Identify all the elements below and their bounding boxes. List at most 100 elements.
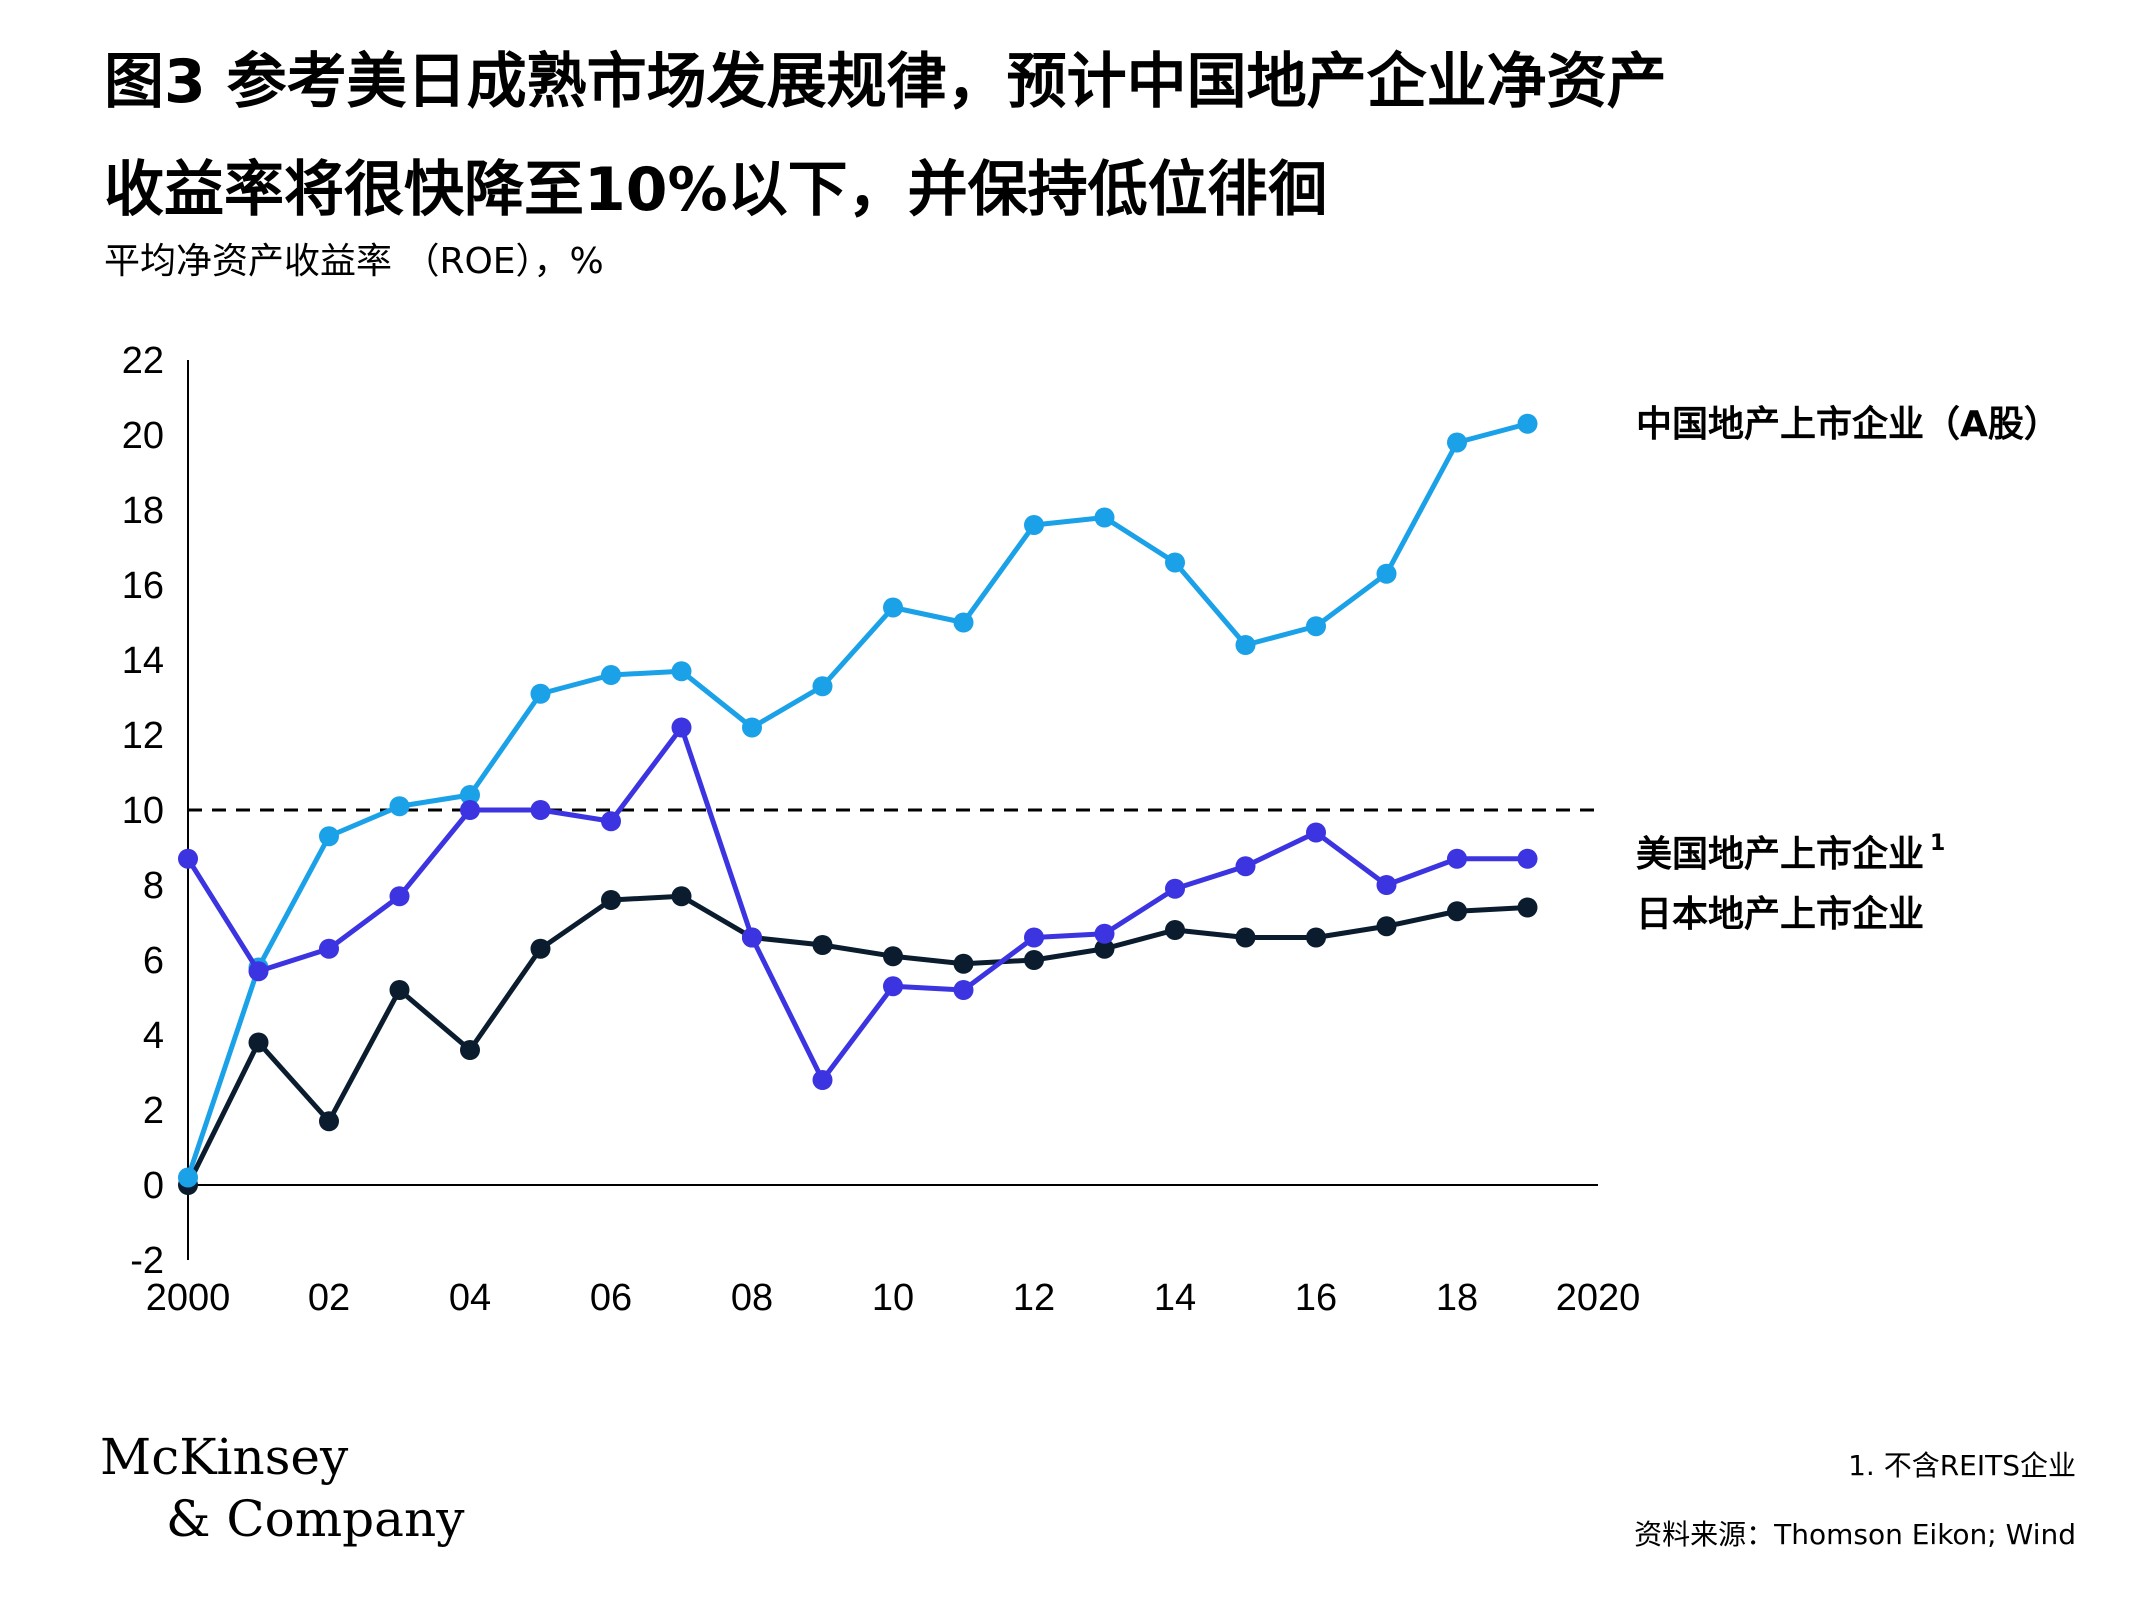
data-point-japan (530, 938, 551, 959)
series-label-text: 美国地产上市企业 (1636, 833, 1924, 875)
data-point-us (460, 800, 480, 820)
data-point-us (1235, 856, 1256, 877)
data-point-us (389, 886, 410, 907)
data-point-us (671, 717, 692, 738)
data-point-us (742, 927, 762, 948)
data-point-us (530, 800, 551, 820)
data-point-us (1517, 848, 1538, 869)
mckinsey-logo: McKinsey & Company (100, 1426, 464, 1550)
x-tick-label: 08 (731, 1277, 773, 1319)
y-tick-label: 8 (143, 865, 164, 907)
data-point-china (742, 717, 762, 738)
data-point-us (1376, 875, 1397, 895)
data-point-japan (248, 1032, 269, 1053)
data-point-japan (1094, 938, 1115, 959)
series-line-china (185, 421, 1529, 1179)
data-point-japan (1376, 916, 1397, 937)
data-point-china (1447, 432, 1467, 453)
data-point-china (671, 661, 692, 682)
data-point-japan (460, 1040, 480, 1060)
y-tick-label: 20 (122, 415, 164, 457)
data-point-us (1094, 923, 1115, 944)
data-point-us (1447, 848, 1467, 869)
y-tick-label: 16 (122, 565, 164, 607)
series-label-superscript: 1 (1930, 831, 1945, 856)
data-point-us (1165, 878, 1185, 899)
data-point-japan (601, 890, 621, 910)
data-point-us (953, 980, 974, 1000)
data-point-china (389, 796, 410, 817)
data-point-china (1024, 515, 1044, 535)
chart-title-line1: 图3 参考美日成熟市场发展规律，预计中国地产企业净资产 (104, 47, 1667, 117)
data-point-japan (1306, 927, 1326, 948)
data-point-us (319, 938, 339, 959)
x-tick-label: 2020 (1556, 1277, 1641, 1319)
y-tick-label: 12 (122, 715, 164, 757)
data-point-china (178, 1167, 198, 1188)
data-point-japan (1517, 897, 1538, 918)
data-point-japan (1024, 950, 1044, 970)
chart-subtitle: 平均净资产收益率 （ROE），% (104, 241, 604, 282)
data-point-china (460, 785, 480, 805)
logo-line1: McKinsey (100, 1428, 349, 1486)
series-line-us (185, 725, 1528, 1083)
data-point-china (883, 597, 903, 618)
source-note: 资料来源：Thomson Eikon; Wind (1634, 1518, 2076, 1551)
x-tick-label: 04 (449, 1277, 491, 1319)
y-tick-label: 22 (122, 340, 164, 382)
data-point-japan (319, 1111, 339, 1132)
logo-line2: & Company (166, 1490, 465, 1548)
data-point-japan (883, 946, 903, 967)
series-us (178, 717, 1538, 1090)
data-point-china (1517, 413, 1538, 434)
y-tick-label: 4 (143, 1015, 164, 1057)
data-point-china (1235, 635, 1256, 655)
data-point-china (953, 612, 974, 633)
data-point-us (1024, 927, 1044, 948)
series-line-japan (185, 893, 1528, 1187)
series-label-group: 中国地产上市企业（A股） 美国地产上市企业 1 日本地产上市企业 (1636, 403, 2060, 935)
data-point-china (1306, 616, 1326, 637)
y-tick-label: 2 (143, 1090, 164, 1132)
data-point-china (1165, 552, 1185, 573)
y-tick-label: 10 (122, 790, 164, 832)
data-point-japan (1165, 920, 1185, 940)
chart-title-line2: 收益率将很快降至10%以下，并保持低位徘徊 (104, 155, 1328, 225)
series-label-text: 中国地产上市企业（A股） (1636, 403, 2060, 445)
data-point-china (601, 665, 621, 685)
data-point-us (812, 1070, 833, 1090)
data-point-us (1306, 822, 1326, 843)
series-label-text: 日本地产上市企业 (1636, 893, 1924, 935)
series-label-japan: 日本地产上市企业 (1636, 893, 1924, 935)
footnote: 1. 不含REITS企业 (1848, 1449, 2076, 1482)
series-label-us: 美国地产上市企业 1 (1636, 831, 1945, 875)
data-point-china (1094, 507, 1115, 528)
data-point-china (1376, 563, 1397, 584)
data-point-japan (1235, 927, 1256, 948)
data-point-japan (1447, 901, 1467, 922)
series-china (178, 413, 1538, 1188)
y-tick-label: 0 (143, 1165, 164, 1207)
y-tick-label: 14 (122, 640, 164, 682)
data-point-japan (671, 886, 692, 907)
x-tick-label: 02 (308, 1277, 350, 1319)
y-tick-label: -2 (130, 1240, 164, 1282)
x-tick-label: 06 (590, 1277, 632, 1319)
y-tick-label: 18 (122, 490, 164, 532)
data-point-china (530, 683, 551, 704)
x-tick-label: 12 (1013, 1277, 1055, 1319)
x-tick-label: 14 (1154, 1277, 1196, 1319)
series-group (178, 413, 1538, 1195)
data-point-us (178, 848, 198, 869)
data-point-us (601, 811, 621, 832)
data-point-japan (953, 953, 974, 974)
series-label-china: 中国地产上市企业（A股） (1636, 403, 2060, 445)
x-tick-label: 16 (1295, 1277, 1337, 1319)
x-tick-label: 2000 (146, 1277, 231, 1319)
series-japan (178, 886, 1538, 1195)
data-point-us (248, 961, 269, 982)
x-tick-label: 10 (872, 1277, 914, 1319)
x-tick-label: 18 (1436, 1277, 1478, 1319)
y-tick-label: 6 (143, 940, 164, 982)
